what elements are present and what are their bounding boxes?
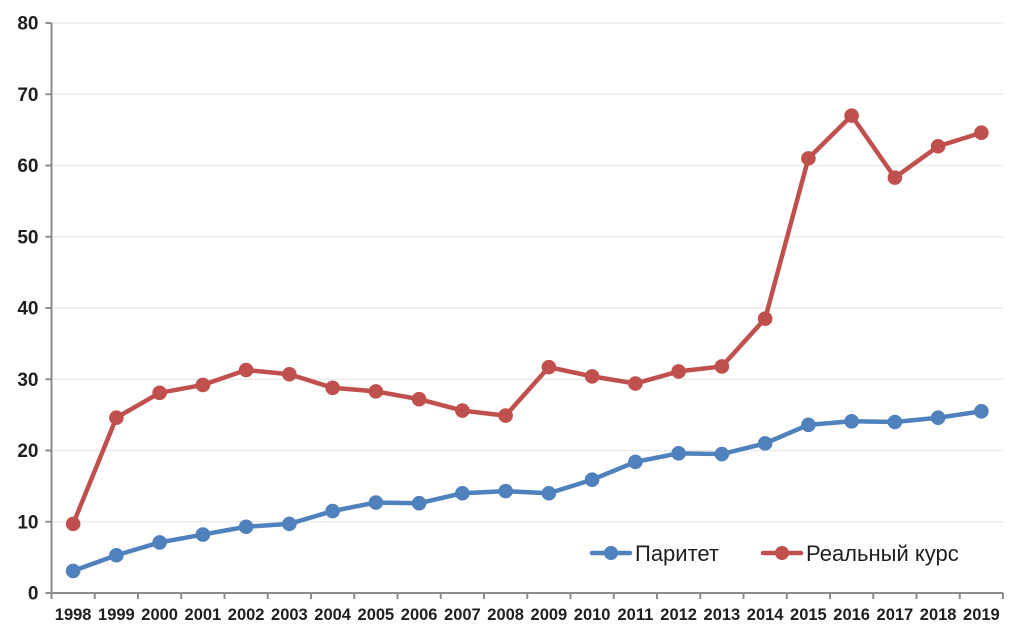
- data-point-marker: [628, 376, 643, 391]
- data-point-marker: [844, 108, 859, 123]
- data-point-marker: [195, 377, 211, 393]
- data-point-marker: [541, 485, 557, 501]
- legend-label: Реальный курс: [806, 541, 959, 566]
- data-point-marker: [282, 366, 297, 382]
- x-tick-label: 2003: [271, 606, 308, 624]
- data-series: [65, 108, 989, 579]
- data-point-marker: [584, 369, 600, 384]
- x-axis-labels: 1998 1999 2000 2001 2002 2003 2004 2005 2006 2007…: [55, 606, 1000, 624]
- y-tick-label: 60: [17, 156, 38, 177]
- series-line: [70, 409, 984, 574]
- data-point-marker: [65, 563, 81, 579]
- data-point-marker: [109, 547, 124, 563]
- data-point-marker: [801, 151, 816, 166]
- data-point-marker: [109, 410, 124, 426]
- y-tick-label: 80: [17, 14, 38, 35]
- x-tick-label: 2009: [531, 606, 568, 624]
- x-tick-label: 2005: [358, 606, 395, 624]
- data-point-marker: [974, 125, 989, 141]
- x-tick-label: 2014: [747, 606, 785, 624]
- x-tick-label: 2008: [487, 606, 524, 624]
- data-point-marker: [757, 311, 773, 326]
- x-tick-label: 2013: [704, 606, 741, 624]
- x-tick-label: 2002: [228, 606, 265, 624]
- data-point-marker: [887, 170, 903, 185]
- data-point-marker: [195, 527, 211, 542]
- y-tick-label: 0: [28, 584, 39, 605]
- data-point-marker: [930, 138, 946, 154]
- x-tick-label: 2004: [314, 606, 352, 624]
- x-tick-label: 1998: [55, 606, 92, 624]
- data-point-marker: [282, 516, 297, 532]
- x-tick-label: 2017: [877, 606, 914, 624]
- data-point-marker: [325, 503, 340, 519]
- series-paritet: [65, 404, 989, 579]
- axis-ticks: [45, 22, 1004, 599]
- y-tick-label: 50: [17, 227, 38, 248]
- y-tick-label: 70: [17, 85, 38, 106]
- data-point-marker: [368, 384, 384, 399]
- data-point-marker: [455, 485, 470, 501]
- data-point-marker: [628, 454, 643, 470]
- x-tick-label: 1999: [98, 606, 135, 624]
- legend: Паритет Реальный курс: [589, 541, 959, 566]
- data-point-marker: [368, 495, 384, 510]
- y-axis-labels: 0 10 20 30 40 50 60 70 80: [17, 14, 38, 605]
- data-point-marker: [65, 516, 81, 532]
- series-line: [70, 113, 984, 527]
- data-point-marker: [325, 380, 340, 396]
- data-point-marker: [238, 362, 254, 378]
- data-point-marker: [801, 417, 816, 433]
- legend-marker-icon: [604, 546, 618, 560]
- legend-item-paritet: Паритет: [589, 541, 719, 566]
- data-point-marker: [152, 535, 167, 550]
- x-tick-label: 2001: [185, 606, 222, 624]
- data-point-marker: [974, 404, 989, 419]
- data-point-marker: [498, 483, 513, 499]
- data-point-marker: [455, 403, 470, 418]
- data-point-marker: [411, 391, 427, 407]
- x-tick-label: 2000: [141, 606, 178, 624]
- data-point-marker: [671, 446, 686, 461]
- data-point-marker: [498, 408, 513, 423]
- y-tick-label: 10: [17, 512, 38, 533]
- data-point-marker: [238, 519, 254, 535]
- x-tick-label: 2007: [444, 606, 481, 624]
- data-point-marker: [152, 385, 167, 401]
- x-tick-label: 2019: [963, 606, 1000, 624]
- x-tick-label: 2006: [401, 606, 438, 624]
- data-point-marker: [541, 359, 557, 375]
- data-point-marker: [930, 410, 946, 426]
- legend-label: Паритет: [635, 541, 719, 566]
- y-tick-label: 20: [17, 441, 38, 462]
- y-tick-label: 30: [17, 370, 38, 391]
- data-point-marker: [757, 436, 773, 451]
- y-gridlines: [51, 22, 1003, 523]
- data-point-marker: [671, 364, 686, 379]
- x-tick-label: 2018: [920, 606, 957, 624]
- legend-marker-icon: [775, 546, 789, 560]
- x-tick-label: 2012: [660, 606, 697, 624]
- series-realny-kurs: [65, 108, 989, 532]
- data-point-marker: [714, 359, 730, 374]
- x-tick-label: 2011: [617, 606, 653, 624]
- x-tick-label: 2015: [790, 606, 827, 624]
- legend-item-realny-kurs: Реальный курс: [760, 541, 959, 566]
- data-point-marker: [584, 472, 600, 488]
- data-point-marker: [887, 414, 903, 430]
- data-point-marker: [411, 495, 427, 511]
- data-point-marker: [714, 446, 730, 462]
- y-tick-label: 40: [17, 299, 38, 320]
- x-tick-label: 2010: [574, 606, 611, 624]
- x-tick-label: 2016: [833, 606, 870, 624]
- data-point-marker: [844, 413, 859, 429]
